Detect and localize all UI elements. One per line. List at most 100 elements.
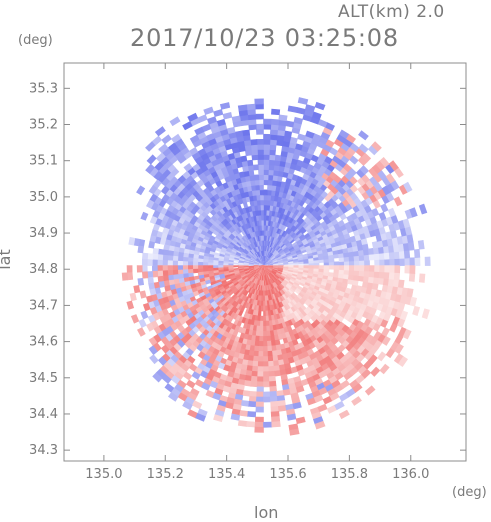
heatmap-cell bbox=[405, 258, 410, 266]
heatmap-cell bbox=[188, 266, 193, 270]
heatmap-cell bbox=[259, 351, 264, 356]
heatmap-cell bbox=[252, 155, 258, 161]
heatmap-cell bbox=[304, 266, 309, 268]
heatmap-cell bbox=[269, 361, 275, 367]
heatmap-cell bbox=[259, 341, 263, 346]
heatmap-cell bbox=[264, 377, 270, 382]
x-tick-label: 135.8 bbox=[331, 467, 368, 482]
heatmap-cell bbox=[249, 396, 256, 402]
heatmap-cell bbox=[278, 405, 286, 411]
heatmap-cell bbox=[162, 135, 172, 144]
y-tick-label: 34.9 bbox=[29, 226, 58, 241]
heatmap-cell bbox=[319, 266, 324, 269]
heatmap-cell bbox=[264, 149, 270, 154]
heatmap-cell bbox=[218, 263, 223, 265]
heatmap-cell bbox=[274, 266, 279, 267]
heatmap-cell bbox=[414, 249, 420, 258]
heatmap-cell bbox=[259, 185, 263, 190]
heatmap-cell bbox=[394, 251, 400, 258]
heatmap-cell bbox=[173, 266, 178, 271]
heatmap-cell bbox=[127, 273, 133, 280]
heatmap-cell bbox=[264, 372, 270, 377]
heatmap-cell bbox=[400, 258, 405, 265]
heatmap-cell bbox=[233, 266, 238, 268]
heatmap-cell bbox=[150, 355, 159, 364]
heatmap-cell bbox=[188, 258, 193, 262]
heatmap-cell bbox=[264, 346, 269, 351]
heatmap-cell bbox=[359, 266, 364, 271]
heatmap-cell bbox=[253, 165, 259, 170]
heatmap-cell bbox=[235, 131, 243, 137]
heatmap-cell bbox=[198, 259, 203, 263]
heatmap-cell bbox=[186, 380, 195, 388]
heatmap-cell bbox=[255, 346, 260, 351]
heatmap-cell bbox=[231, 414, 240, 421]
heatmap-cell bbox=[372, 283, 378, 290]
heatmap-cell bbox=[264, 144, 270, 149]
heatmap-cell bbox=[369, 254, 375, 260]
heatmap-cell bbox=[381, 204, 389, 213]
heatmap-cell bbox=[389, 252, 395, 259]
heatmap-cell bbox=[266, 205, 269, 210]
heatmap-cell bbox=[349, 256, 354, 261]
heatmap-cell bbox=[318, 404, 327, 412]
heatmap-cell bbox=[269, 376, 275, 382]
y-tick-label: 35.0 bbox=[29, 190, 58, 205]
heatmap-cell bbox=[270, 129, 277, 135]
heatmap-cell bbox=[243, 390, 250, 396]
heatmap-cell bbox=[153, 248, 159, 254]
heatmap-cell bbox=[249, 124, 257, 130]
heatmap-cell bbox=[275, 155, 281, 161]
heatmap-cell bbox=[270, 139, 277, 145]
heatmap-cell bbox=[344, 261, 349, 266]
heatmap-cell bbox=[248, 356, 254, 362]
heatmap-cell bbox=[418, 240, 424, 249]
heatmap-cell bbox=[268, 175, 273, 180]
heatmap-cell bbox=[147, 271, 153, 277]
heatmap-cell bbox=[142, 253, 148, 260]
heatmap-cell bbox=[134, 285, 140, 293]
heatmap-cell bbox=[220, 103, 230, 110]
heatmap-cell bbox=[193, 258, 198, 262]
heatmap-cell bbox=[252, 366, 258, 371]
heatmap-cell bbox=[395, 259, 400, 266]
heatmap-cell bbox=[249, 351, 254, 357]
heatmap-cell bbox=[374, 271, 380, 277]
heatmap-cell bbox=[238, 105, 247, 111]
heatmap-cell bbox=[127, 301, 134, 310]
heatmap-cell bbox=[334, 262, 339, 266]
heatmap-cell bbox=[270, 134, 277, 140]
y-tick-label: 34.3 bbox=[29, 443, 58, 458]
heatmap-cell bbox=[267, 190, 271, 195]
heatmap-cell bbox=[254, 175, 259, 180]
heatmap-cell bbox=[152, 260, 157, 266]
heatmap-cell bbox=[259, 346, 264, 351]
heatmap-cell bbox=[264, 139, 271, 144]
heatmap-cell bbox=[264, 170, 269, 175]
heatmap-cell bbox=[264, 362, 269, 367]
heatmap-cell bbox=[267, 185, 272, 190]
heatmap-cell bbox=[269, 165, 275, 170]
heatmap-cell bbox=[284, 266, 289, 267]
y-tick-label: 34.4 bbox=[29, 407, 58, 422]
heatmap-cell bbox=[404, 250, 410, 258]
heatmap-cell bbox=[315, 102, 325, 110]
heatmap-cell bbox=[389, 272, 395, 279]
heatmap-cell bbox=[269, 155, 275, 161]
heatmap-cell bbox=[252, 371, 258, 377]
heatmap-cell bbox=[288, 106, 297, 113]
heatmap-cell bbox=[248, 114, 256, 120]
heatmap-cell bbox=[193, 269, 198, 273]
heatmap-cell bbox=[142, 272, 148, 279]
heatmap-cell bbox=[284, 131, 292, 137]
heatmap-cell bbox=[364, 266, 369, 272]
heatmap-cell bbox=[264, 210, 267, 215]
heatmap-cell bbox=[259, 180, 264, 185]
heatmap-cell bbox=[127, 266, 132, 273]
heatmap-cell bbox=[359, 260, 364, 265]
heatmap-cell bbox=[162, 266, 167, 271]
heatmap-cell bbox=[157, 266, 162, 272]
heatmap-cell bbox=[138, 246, 144, 253]
heatmap-cell bbox=[256, 129, 263, 134]
